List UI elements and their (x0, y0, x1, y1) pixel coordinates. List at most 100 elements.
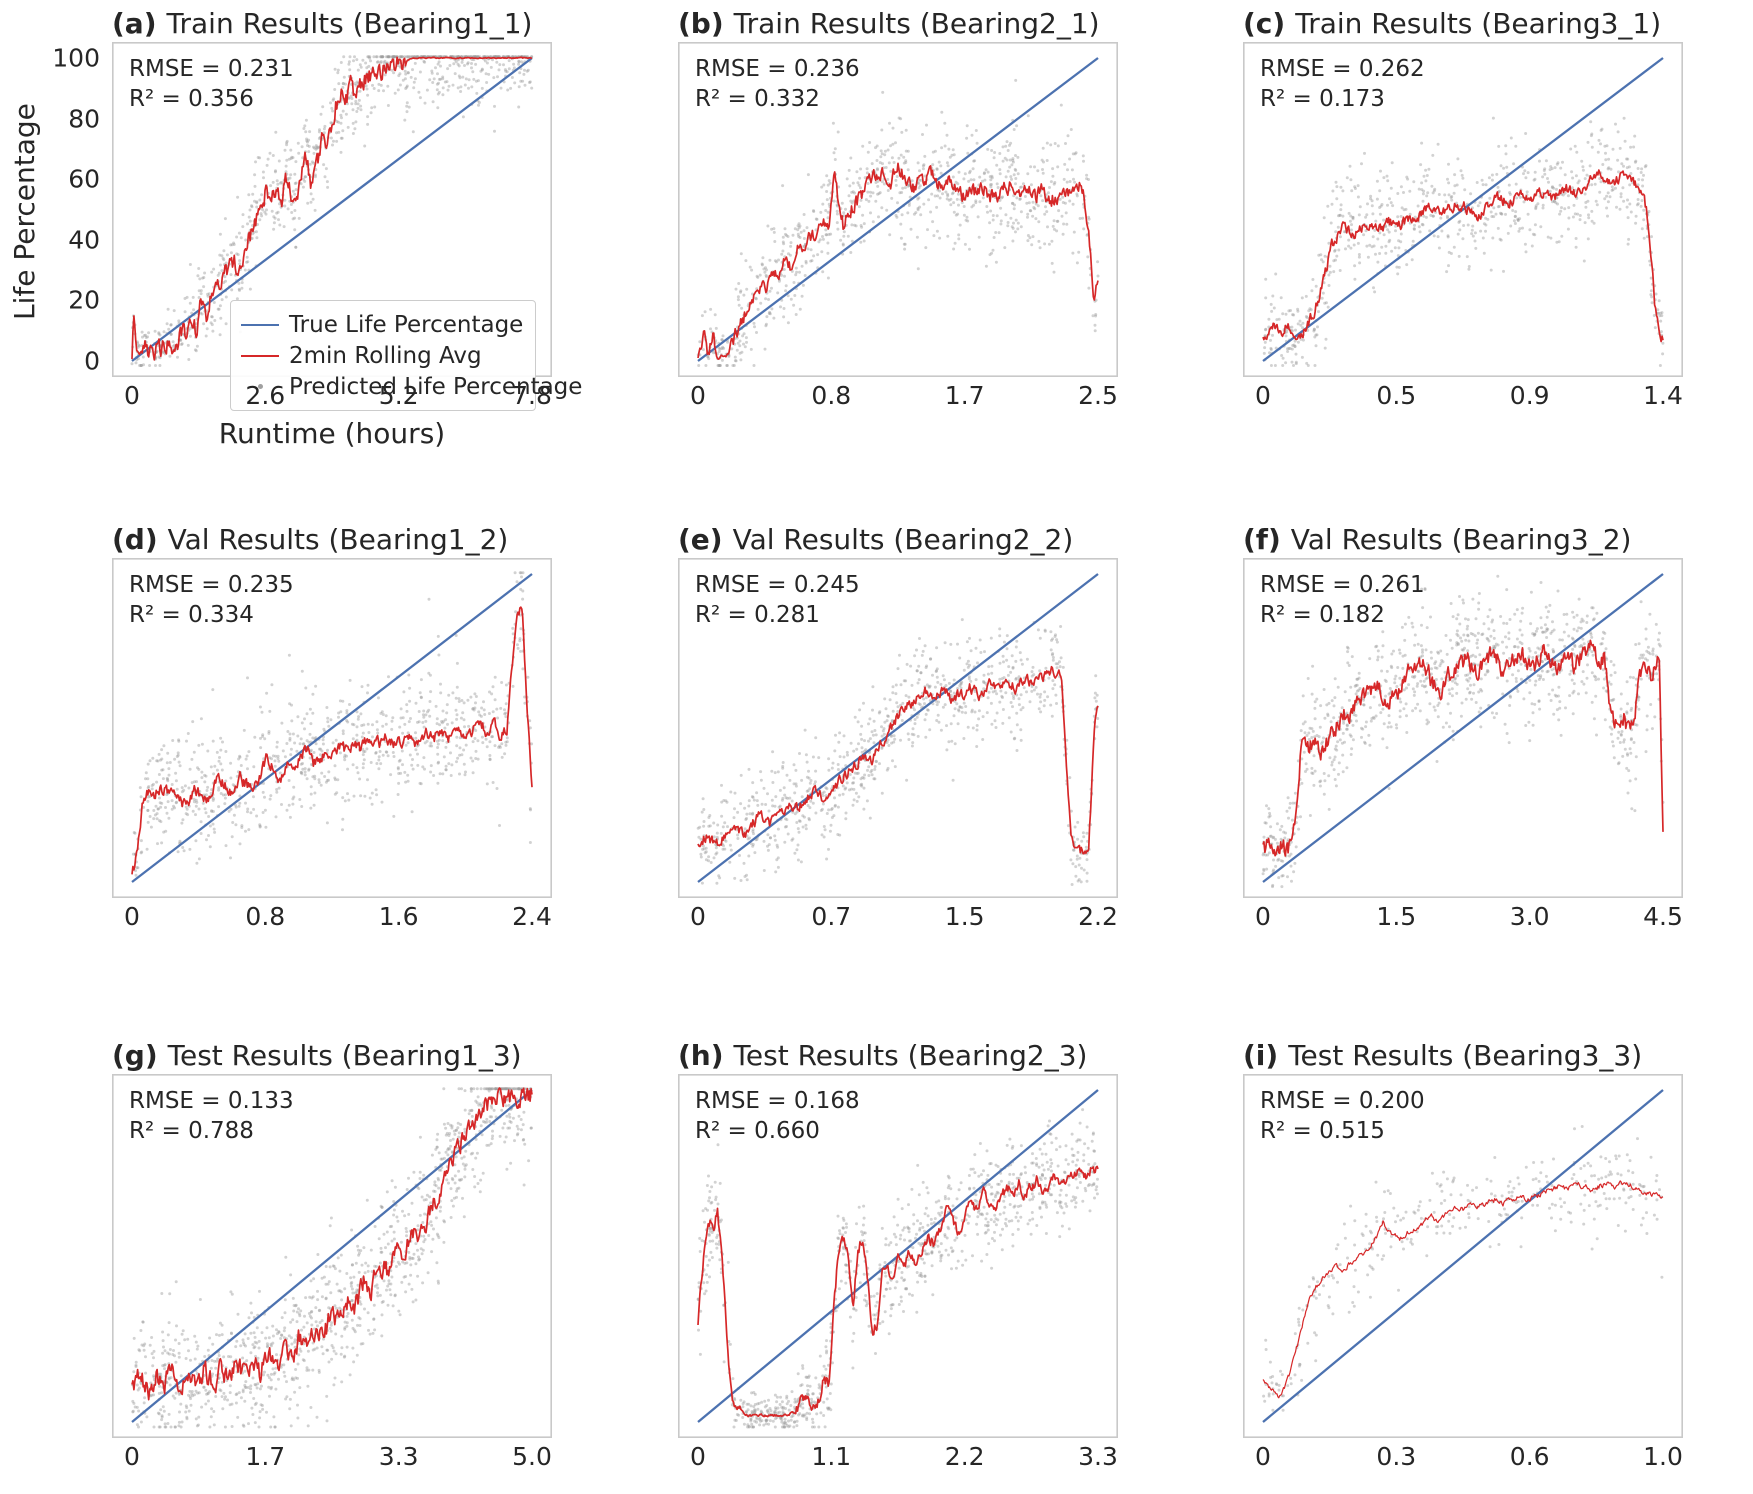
rolling-avg-line (131, 56, 533, 361)
true-life-line-swatch (241, 323, 279, 326)
subplot-i: (i) Test Results (Bearing3_3) RMSE = 0.200… (1243, 1040, 1683, 1474)
y-axis-label: Life Percentage (8, 103, 41, 321)
panel-letter: (c) (1243, 7, 1286, 40)
x-tick-label: 0 (1255, 381, 1271, 410)
x-tick-label: 0.8 (811, 381, 852, 410)
plot-canvas-c (1243, 42, 1683, 377)
x-axis-ticks-h: 0 1.1 2.2 3.3 (678, 1442, 1118, 1474)
rolling-avg-line (131, 606, 533, 875)
subplot-title-text: Val Results (Bearing1_2) (167, 523, 509, 556)
y-tick-label: 100 (52, 43, 100, 73)
panel-letter: (b) (678, 7, 724, 40)
y-tick-label: 80 (68, 104, 100, 134)
y-tick-label: 40 (68, 225, 100, 255)
scatter-dot-icon (257, 384, 263, 389)
plot-canvas-e (678, 558, 1118, 898)
x-tick-label: 0 (690, 902, 706, 931)
subplot-f: (f) Val Results (Bearing3_2) RMSE = 0.261 R… (1243, 524, 1683, 934)
legend-label: Predicted Life Percentage (289, 373, 583, 400)
x-tick-label: 0 (1255, 902, 1271, 931)
plot-area-g: RMSE = 0.133 R² = 0.788 (112, 1074, 552, 1438)
x-axis-ticks-a: 0 2.6 5.2 7.8 (112, 381, 552, 413)
x-tick-label: 1.1 (811, 1442, 852, 1471)
x-axis-ticks-c: 0 0.5 0.9 1.4 (1243, 381, 1683, 413)
subplot-title-text: Train Results (Bearing1_1) (166, 7, 533, 40)
x-tick-label: 2.6 (245, 381, 286, 410)
subplot-title-text: Val Results (Bearing2_2) (732, 523, 1074, 556)
subplot-title-text: Test Results (Bearing2_3) (733, 1039, 1088, 1072)
plot-area-d: RMSE = 0.235 R² = 0.334 (112, 558, 552, 898)
rolling-avg-line (131, 1087, 533, 1401)
subplot-b: (b) Train Results (Bearing2_1) RMSE = 0.23… (678, 8, 1118, 413)
x-tick-label: 2.4 (512, 902, 552, 931)
panel-letter: (h) (678, 1039, 724, 1072)
x-tick-label: 0 (1255, 1442, 1271, 1471)
x-tick-label: 0 (690, 1442, 706, 1471)
y-tick-label: 20 (68, 285, 100, 315)
x-tick-label: 0.5 (1376, 381, 1417, 410)
x-tick-label: 1.7 (944, 381, 985, 410)
rolling-avg-line (697, 665, 1099, 855)
subplot-title-b: (b) Train Results (Bearing2_1) (678, 8, 1118, 42)
rolling-avg-line (697, 162, 1099, 360)
line-swatch-icon (241, 354, 279, 357)
subplot-title-c: (c) Train Results (Bearing3_1) (1243, 8, 1683, 42)
line-swatch-icon (241, 323, 279, 326)
subplot-title-e: (e) Val Results (Bearing2_2) (678, 524, 1118, 558)
plot-area-c: RMSE = 0.262 R² = 0.173 (1243, 42, 1683, 377)
true-life-line (697, 57, 1099, 362)
subplot-title-d: (d) Val Results (Bearing1_2) (112, 524, 552, 558)
x-axis-label: Runtime (hours) (218, 417, 446, 450)
x-axis-ticks-g: 0 1.7 3.3 5.0 (112, 1442, 552, 1474)
predicted-life-scatter (1262, 116, 1665, 367)
panel-letter: (d) (112, 523, 158, 556)
predicted-life-scatter (131, 571, 534, 877)
subplot-title-g: (g) Test Results (Bearing1_3) (112, 1040, 552, 1074)
panel-letter: (e) (678, 523, 723, 556)
legend-item: True Life Percentage (241, 309, 525, 340)
x-tick-label: 0 (690, 381, 706, 410)
legend-label: True Life Percentage (289, 311, 524, 338)
x-tick-label: 3.0 (1509, 902, 1550, 931)
x-tick-label: 0.8 (245, 902, 286, 931)
plot-area-h: RMSE = 0.168 R² = 0.660 (678, 1074, 1118, 1438)
true-life-line (1262, 573, 1664, 883)
x-tick-label: 1.4 (1643, 381, 1683, 410)
panel-letter: (i) (1243, 1039, 1279, 1072)
x-axis-ticks-d: 0 0.8 1.6 2.4 (112, 902, 552, 934)
x-axis-ticks-b: 0 0.8 1.7 2.5 (678, 381, 1118, 413)
plot-canvas-f (1243, 558, 1683, 898)
subplot-title-text: Test Results (Bearing3_3) (1288, 1039, 1643, 1072)
plot-canvas-i (1243, 1074, 1683, 1438)
x-axis-ticks-e: 0 0.7 1.5 2.2 (678, 902, 1118, 934)
plot-area-e: RMSE = 0.245 R² = 0.281 (678, 558, 1118, 898)
x-tick-label: 5.0 (512, 1442, 552, 1471)
x-tick-label: 1.7 (245, 1442, 286, 1471)
x-tick-label: 0 (124, 902, 140, 931)
x-tick-label: 5.2 (378, 381, 419, 410)
panel-letter: (g) (112, 1039, 158, 1072)
subplot-title-h: (h) Test Results (Bearing2_3) (678, 1040, 1118, 1074)
panel-letter: (f) (1243, 523, 1281, 556)
plot-area-f: RMSE = 0.261 R² = 0.182 (1243, 558, 1683, 898)
plot-canvas-h (678, 1074, 1118, 1438)
predicted-life-scatter (696, 1108, 1099, 1429)
subplot-a: (a) Train Results (Bearing1_1) RMSE = 0.23… (52, 7, 582, 451)
x-tick-label: 0.6 (1509, 1442, 1550, 1471)
x-tick-label: 1.6 (378, 902, 419, 931)
panel-letter: (a) (112, 7, 157, 40)
x-axis-ticks-f: 0 1.5 3.0 4.5 (1243, 902, 1683, 934)
plot-area-a: RMSE = 0.231 R² = 0.356 0 20 40 60 80 100 True L… (52, 42, 582, 411)
rolling-avg-line (1262, 639, 1664, 857)
legend-item: 2min Rolling Avg (241, 340, 525, 371)
x-tick-label: 1.5 (1376, 902, 1417, 931)
rolling-avg-line (697, 1165, 1099, 1418)
subplot-d: (d) Val Results (Bearing1_2) RMSE = 0.235 R… (112, 524, 552, 934)
rolling-avg-line (1262, 169, 1664, 343)
subplot-title-text: Val Results (Bearing3_2) (1290, 523, 1632, 556)
subplot-g: (g) Test Results (Bearing1_3) RMSE = 0.133… (112, 1040, 552, 1474)
legend: True Life Percentage 2min Rolling Avg Pred… (230, 300, 582, 411)
x-tick-label: 0 (124, 381, 140, 410)
x-axis-ticks-i: 0 0.3 0.6 1.0 (1243, 1442, 1683, 1474)
